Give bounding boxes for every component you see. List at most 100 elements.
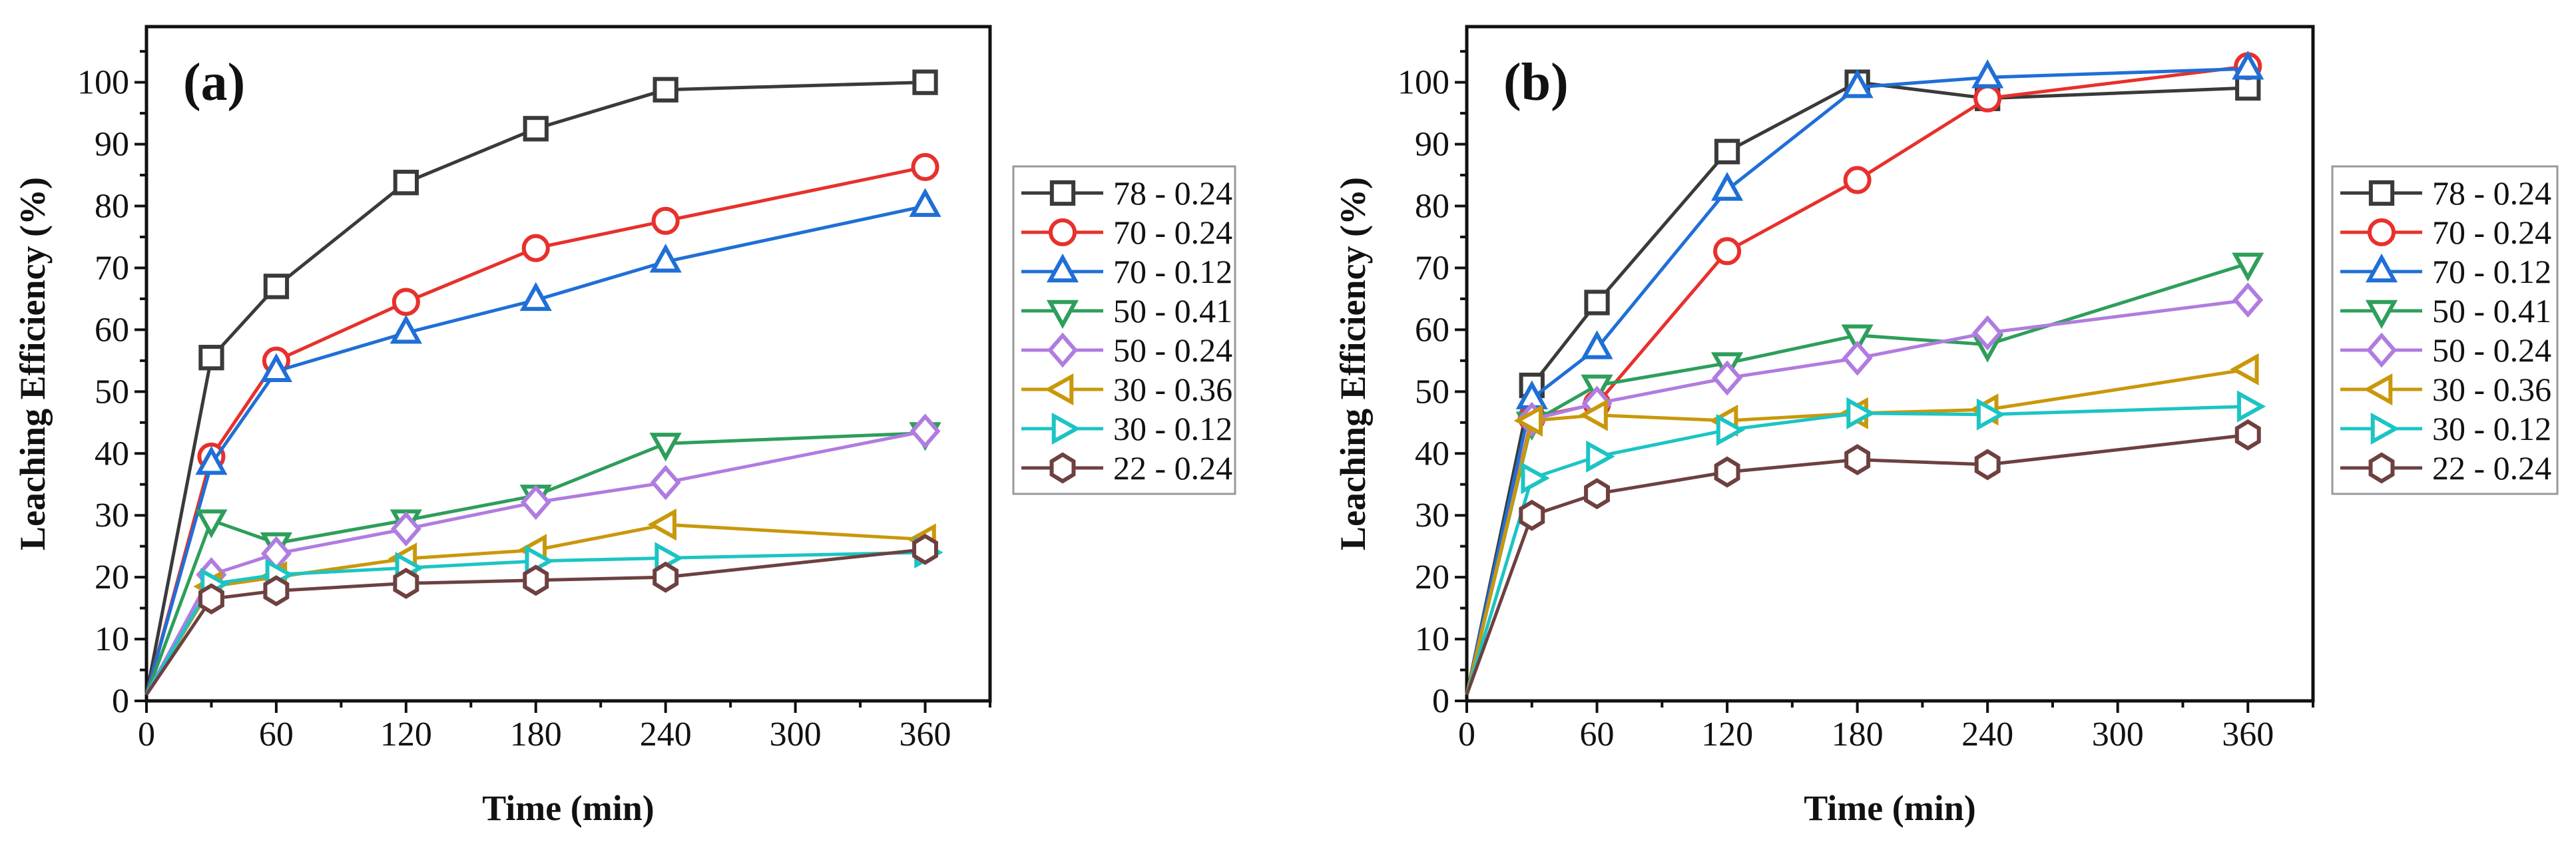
data-point — [2232, 252, 2264, 282]
data-point — [1976, 398, 2006, 431]
legend-marker — [1048, 218, 1077, 247]
legend-label: 50 - 0.24 — [2432, 331, 2551, 369]
data-point — [263, 274, 290, 300]
legend-box — [2331, 165, 2559, 495]
data-point — [1519, 499, 1545, 531]
data-point — [393, 567, 419, 599]
y-tick-label: 40 — [95, 435, 129, 473]
legend-box — [1012, 165, 1236, 495]
data-point — [1974, 449, 2001, 481]
y-tick-label: 20 — [95, 558, 129, 596]
data-point — [1844, 444, 1871, 476]
y-tick-label: 80 — [95, 188, 129, 226]
data-point — [911, 152, 939, 182]
plot-frame — [1465, 25, 2315, 703]
data-point — [1846, 397, 1876, 429]
x-tick-label: 60 — [259, 716, 294, 753]
series-22-0.24 — [1465, 419, 2261, 696]
legend-label: 70 - 0.24 — [2432, 214, 2551, 251]
data-point — [1971, 59, 2004, 89]
data-point — [909, 413, 941, 449]
x-tick-label: 240 — [1961, 716, 2013, 753]
x-tick-label: 240 — [640, 716, 692, 753]
y-tick-label: 70 — [95, 249, 129, 287]
y-tick-label: 30 — [95, 497, 129, 534]
data-point — [1972, 315, 2003, 351]
legend-marker — [2366, 332, 2397, 368]
data-point — [263, 575, 290, 607]
data-point — [2236, 390, 2266, 423]
data-point — [523, 116, 549, 142]
legend-marker — [2368, 180, 2395, 206]
data-point — [1841, 69, 1874, 99]
y-tick-label: 40 — [1415, 435, 1449, 473]
y-tick-label: 50 — [1415, 373, 1449, 411]
legend-label: 50 - 0.41 — [2432, 292, 2551, 329]
y-tick-label: 80 — [1415, 188, 1449, 226]
y-tick-label: 60 — [1415, 311, 1449, 349]
legend-label: 70 - 0.12 — [1113, 253, 1232, 290]
data-point — [1586, 440, 1615, 473]
data-point — [260, 353, 293, 382]
data-point — [390, 511, 421, 547]
data-point — [1714, 456, 1740, 488]
panel-label: (b) — [1503, 53, 1569, 112]
series-50-0.41 — [1465, 252, 2264, 696]
y-tick-label: 0 — [1432, 682, 1449, 720]
data-point — [1579, 399, 1608, 431]
data-point — [1842, 340, 1873, 376]
data-point — [1584, 478, 1610, 510]
x-tick-label: 300 — [770, 716, 822, 753]
legend-label: 30 - 0.36 — [1113, 371, 1232, 408]
chart-panel-a: 0 10 20 30 40 50 60 70 80 90 100 0 60 120 180 240 300 360… — [13, 25, 1236, 828]
data-point — [647, 509, 676, 541]
x-axis-label: Time (min) — [482, 788, 654, 828]
series-70-0.24 — [144, 152, 939, 696]
data-point — [912, 533, 938, 565]
series-78-0.24 — [144, 69, 938, 696]
x-tick-label: 300 — [2092, 716, 2144, 753]
data-point — [198, 583, 224, 615]
legend-label: 70 - 0.12 — [2432, 253, 2551, 290]
data-point — [195, 509, 228, 538]
data-point — [1712, 360, 1743, 396]
data-point — [2232, 51, 2264, 80]
legend-marker — [1049, 452, 1076, 484]
y-tick-label: 100 — [77, 64, 129, 102]
y-tick-label: 30 — [1415, 497, 1449, 534]
x-tick-label: 120 — [1701, 716, 1753, 753]
data-point — [1521, 462, 1550, 495]
data-point — [1714, 138, 1740, 164]
data-point — [1973, 84, 2002, 112]
legend-marker — [1044, 373, 1074, 406]
data-point — [519, 282, 552, 312]
y-axis-label: Leaching Efficiency (%) — [13, 177, 53, 550]
series-22-0.24 — [144, 533, 938, 696]
series-line — [144, 204, 926, 696]
y-tick-label: 90 — [1415, 126, 1449, 164]
legend-label: 50 - 0.24 — [1113, 331, 1232, 369]
data-point — [652, 561, 679, 593]
y-tick-label: 70 — [1415, 249, 1449, 287]
y-axis-label: Leaching Efficiency (%) — [1333, 177, 1373, 550]
data-point — [912, 69, 938, 95]
series-70-0.24 — [1465, 52, 2262, 696]
data-point — [1713, 237, 1742, 266]
data-point — [1716, 413, 1746, 447]
data-point — [2230, 353, 2259, 385]
x-tick-label: 0 — [138, 716, 155, 753]
data-point — [2235, 75, 2261, 101]
series-line — [1465, 67, 2248, 696]
x-axis-label: Time (min) — [1804, 788, 1975, 828]
y-tick-label: 60 — [95, 311, 129, 349]
legend-label: 30 - 0.12 — [1113, 410, 1232, 447]
y-tick-label: 10 — [1415, 620, 1449, 658]
data-point — [389, 314, 422, 344]
legend-label: 30 - 0.12 — [2432, 410, 2551, 447]
legend-marker — [2365, 300, 2398, 329]
x-tick-label: 120 — [380, 716, 432, 753]
data-point — [1841, 324, 1874, 353]
legend-marker — [1049, 180, 1076, 206]
